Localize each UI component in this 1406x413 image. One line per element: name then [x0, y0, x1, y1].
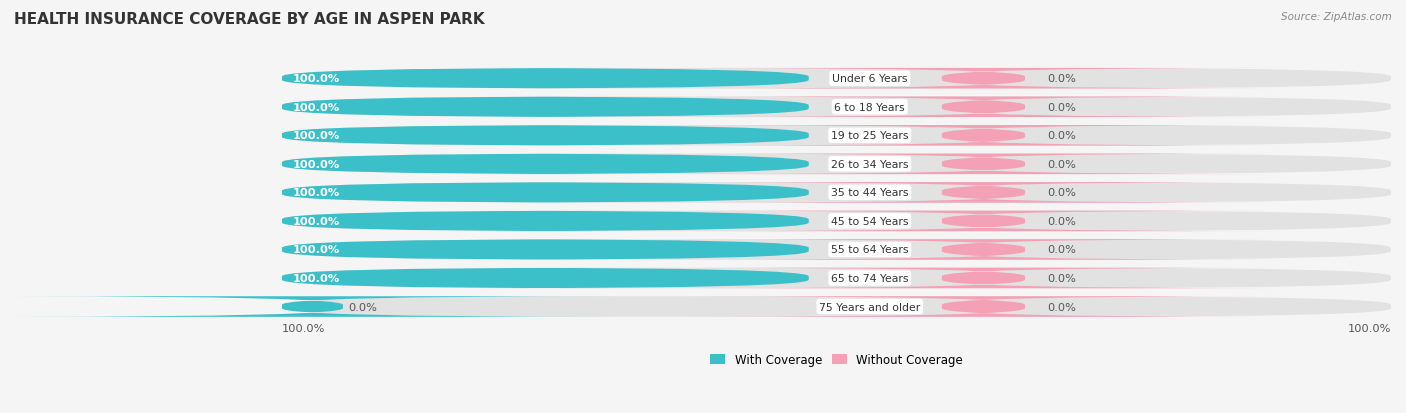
- FancyBboxPatch shape: [283, 240, 808, 260]
- FancyBboxPatch shape: [283, 126, 808, 146]
- Text: 100.0%: 100.0%: [292, 102, 340, 112]
- Text: 65 to 74 Years: 65 to 74 Years: [831, 273, 908, 283]
- Text: Source: ZipAtlas.com: Source: ZipAtlas.com: [1281, 12, 1392, 22]
- Text: 6 to 18 Years: 6 to 18 Years: [834, 102, 905, 112]
- Text: 100.0%: 100.0%: [283, 323, 325, 333]
- Text: 55 to 64 Years: 55 to 64 Years: [831, 245, 908, 255]
- FancyBboxPatch shape: [283, 154, 808, 175]
- FancyBboxPatch shape: [283, 211, 1391, 232]
- Text: 0.0%: 0.0%: [1047, 273, 1076, 283]
- FancyBboxPatch shape: [283, 183, 1391, 203]
- Text: 0.0%: 0.0%: [349, 302, 377, 312]
- FancyBboxPatch shape: [692, 97, 1275, 118]
- FancyBboxPatch shape: [283, 97, 1391, 118]
- Text: 0.0%: 0.0%: [1047, 74, 1076, 84]
- FancyBboxPatch shape: [692, 240, 1275, 260]
- FancyBboxPatch shape: [283, 297, 1391, 317]
- FancyBboxPatch shape: [692, 183, 1275, 203]
- FancyBboxPatch shape: [283, 268, 1391, 289]
- FancyBboxPatch shape: [283, 211, 808, 232]
- Text: 100.0%: 100.0%: [292, 216, 340, 226]
- Legend: With Coverage, Without Coverage: With Coverage, Without Coverage: [706, 348, 967, 371]
- Text: HEALTH INSURANCE COVERAGE BY AGE IN ASPEN PARK: HEALTH INSURANCE COVERAGE BY AGE IN ASPE…: [14, 12, 485, 27]
- Text: 26 to 34 Years: 26 to 34 Years: [831, 159, 908, 169]
- Text: 75 Years and older: 75 Years and older: [820, 302, 921, 312]
- Text: 0.0%: 0.0%: [1047, 102, 1076, 112]
- Text: 100.0%: 100.0%: [292, 273, 340, 283]
- Text: 0.0%: 0.0%: [1047, 302, 1076, 312]
- Text: 35 to 44 Years: 35 to 44 Years: [831, 188, 908, 198]
- FancyBboxPatch shape: [692, 211, 1275, 232]
- Text: 100.0%: 100.0%: [292, 159, 340, 169]
- Text: 0.0%: 0.0%: [1047, 131, 1076, 141]
- FancyBboxPatch shape: [283, 268, 808, 289]
- FancyBboxPatch shape: [283, 97, 808, 118]
- Text: 0.0%: 0.0%: [1047, 216, 1076, 226]
- Text: 100.0%: 100.0%: [292, 74, 340, 84]
- Text: 100.0%: 100.0%: [292, 245, 340, 255]
- FancyBboxPatch shape: [692, 297, 1275, 317]
- FancyBboxPatch shape: [283, 154, 1391, 175]
- FancyBboxPatch shape: [283, 126, 1391, 146]
- FancyBboxPatch shape: [692, 69, 1275, 89]
- Text: 0.0%: 0.0%: [1047, 245, 1076, 255]
- FancyBboxPatch shape: [10, 297, 614, 317]
- FancyBboxPatch shape: [283, 183, 808, 203]
- FancyBboxPatch shape: [692, 268, 1275, 289]
- Text: 0.0%: 0.0%: [1047, 188, 1076, 198]
- Text: 100.0%: 100.0%: [292, 131, 340, 141]
- Text: 19 to 25 Years: 19 to 25 Years: [831, 131, 908, 141]
- Text: 45 to 54 Years: 45 to 54 Years: [831, 216, 908, 226]
- Text: Under 6 Years: Under 6 Years: [832, 74, 907, 84]
- FancyBboxPatch shape: [692, 126, 1275, 146]
- FancyBboxPatch shape: [283, 69, 808, 89]
- FancyBboxPatch shape: [692, 154, 1275, 175]
- FancyBboxPatch shape: [283, 69, 1391, 89]
- Text: 100.0%: 100.0%: [1347, 323, 1391, 333]
- Text: 0.0%: 0.0%: [1047, 159, 1076, 169]
- FancyBboxPatch shape: [283, 240, 1391, 260]
- Text: 100.0%: 100.0%: [292, 188, 340, 198]
